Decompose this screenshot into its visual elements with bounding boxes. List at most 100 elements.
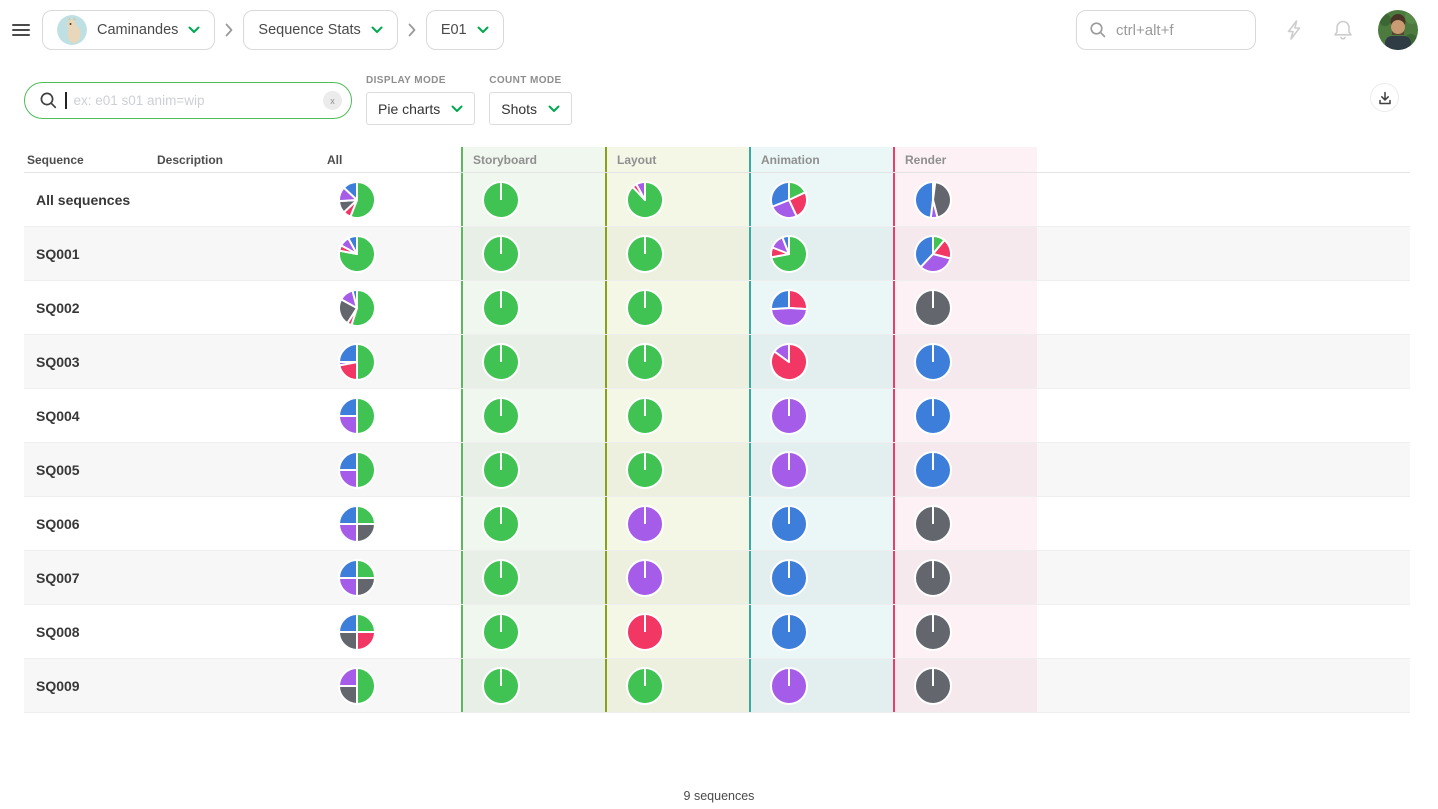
status-pie-chart bbox=[914, 342, 952, 381]
status-pie-chart bbox=[338, 504, 376, 543]
sequence-description bbox=[157, 443, 327, 496]
count-mode-value: Shots bbox=[501, 100, 538, 117]
status-pie-chart bbox=[626, 288, 664, 327]
count-mode-block: COUNT MODE Shots bbox=[489, 75, 573, 125]
cell-spacer bbox=[1037, 443, 1410, 496]
status-pie-chart bbox=[338, 666, 376, 705]
clear-filter-button[interactable]: x bbox=[323, 91, 342, 110]
search-icon bbox=[40, 92, 57, 109]
count-mode-select[interactable]: Shots bbox=[489, 92, 573, 125]
cell-spacer bbox=[1037, 389, 1410, 442]
status-pie-chart bbox=[626, 504, 664, 543]
cell-all bbox=[327, 443, 461, 496]
table-row: SQ003 bbox=[24, 335, 1410, 389]
sequence-filter-input[interactable] bbox=[73, 93, 316, 108]
status-pie-chart bbox=[626, 450, 664, 489]
display-mode-label: DISPLAY MODE bbox=[366, 75, 446, 86]
status-pie-chart bbox=[482, 234, 520, 273]
chevron-down-icon bbox=[371, 26, 383, 33]
download-button[interactable] bbox=[1370, 83, 1399, 112]
status-pie-chart bbox=[914, 504, 952, 543]
status-pie-chart bbox=[770, 666, 808, 705]
status-pie-chart bbox=[482, 450, 520, 489]
cell-animation bbox=[749, 443, 893, 496]
cell-render bbox=[893, 335, 1037, 388]
cell-all bbox=[327, 605, 461, 658]
cell-all bbox=[327, 335, 461, 388]
status-pie-chart bbox=[914, 666, 952, 705]
cell-spacer bbox=[1037, 227, 1410, 280]
sequence-description bbox=[157, 659, 327, 712]
section-name: Sequence Stats bbox=[258, 22, 361, 38]
cell-animation bbox=[749, 281, 893, 334]
cell-spacer bbox=[1037, 335, 1410, 388]
chevron-down-icon bbox=[451, 105, 463, 112]
cell-all bbox=[327, 173, 461, 226]
status-pie-chart bbox=[338, 288, 376, 327]
cell-render bbox=[893, 659, 1037, 712]
menu-icon[interactable] bbox=[12, 24, 30, 36]
status-pie-chart bbox=[914, 450, 952, 489]
flash-icon[interactable] bbox=[1282, 18, 1306, 42]
status-pie-chart bbox=[482, 558, 520, 597]
status-pie-chart bbox=[338, 234, 376, 273]
user-avatar[interactable] bbox=[1378, 10, 1418, 50]
cell-storyboard bbox=[461, 659, 605, 712]
cell-storyboard bbox=[461, 227, 605, 280]
table-row: SQ009 bbox=[24, 659, 1410, 713]
search-icon bbox=[1090, 22, 1106, 38]
text-cursor bbox=[65, 92, 67, 109]
global-search-input[interactable] bbox=[1116, 21, 1226, 39]
status-pie-chart bbox=[338, 450, 376, 489]
table-body: All sequences SQ001 SQ002 SQ003 SQ004 SQ005 SQ… bbox=[24, 173, 1410, 713]
column-header-storyboard: Storyboard bbox=[473, 152, 538, 167]
display-mode-select[interactable]: Pie charts bbox=[366, 92, 476, 125]
column-header-sequence: Sequence bbox=[27, 152, 84, 167]
section-selector[interactable]: Sequence Stats bbox=[243, 10, 398, 50]
table-row: SQ007 bbox=[24, 551, 1410, 605]
status-pie-chart bbox=[914, 180, 952, 219]
cell-spacer bbox=[1037, 605, 1410, 658]
status-pie-chart bbox=[482, 666, 520, 705]
status-pie-chart bbox=[338, 558, 376, 597]
project-selector[interactable]: Caminandes bbox=[42, 10, 216, 50]
status-pie-chart bbox=[914, 558, 952, 597]
cell-all bbox=[327, 227, 461, 280]
table-row: All sequences bbox=[24, 173, 1410, 227]
sequence-description bbox=[157, 605, 327, 658]
sequence-name: SQ009 bbox=[36, 677, 80, 694]
sequence-description bbox=[157, 389, 327, 442]
table-row: SQ004 bbox=[24, 389, 1410, 443]
sequence-name: SQ006 bbox=[36, 515, 80, 532]
cell-spacer bbox=[1037, 281, 1410, 334]
cell-animation bbox=[749, 173, 893, 226]
cell-storyboard bbox=[461, 173, 605, 226]
cell-animation bbox=[749, 389, 893, 442]
cell-render bbox=[893, 389, 1037, 442]
status-pie-chart bbox=[769, 180, 808, 219]
status-pie-chart bbox=[482, 342, 520, 381]
status-pie-chart bbox=[482, 288, 520, 327]
cell-storyboard bbox=[461, 389, 605, 442]
cell-render bbox=[893, 551, 1037, 604]
column-header-layout: Layout bbox=[617, 152, 657, 167]
sequence-stats-table: Sequence Description All Storyboard Layo… bbox=[24, 147, 1410, 713]
status-pie-chart bbox=[770, 288, 808, 327]
cell-spacer bbox=[1037, 659, 1410, 712]
cell-all bbox=[327, 389, 461, 442]
status-pie-chart bbox=[914, 396, 952, 435]
display-mode-block: DISPLAY MODE Pie charts bbox=[366, 75, 476, 125]
cell-animation bbox=[749, 227, 893, 280]
cell-storyboard bbox=[461, 497, 605, 550]
sequence-name: SQ007 bbox=[36, 569, 80, 586]
episode-selector[interactable]: E01 bbox=[425, 10, 504, 50]
cell-spacer bbox=[1037, 551, 1410, 604]
status-pie-chart bbox=[770, 396, 808, 435]
global-search[interactable] bbox=[1076, 10, 1256, 50]
count-mode-label: COUNT MODE bbox=[489, 75, 562, 86]
cell-storyboard bbox=[461, 551, 605, 604]
sequence-filter-field[interactable]: x bbox=[24, 82, 352, 119]
cell-render bbox=[893, 173, 1037, 226]
bell-icon[interactable] bbox=[1332, 18, 1354, 42]
status-pie-chart bbox=[482, 504, 520, 543]
